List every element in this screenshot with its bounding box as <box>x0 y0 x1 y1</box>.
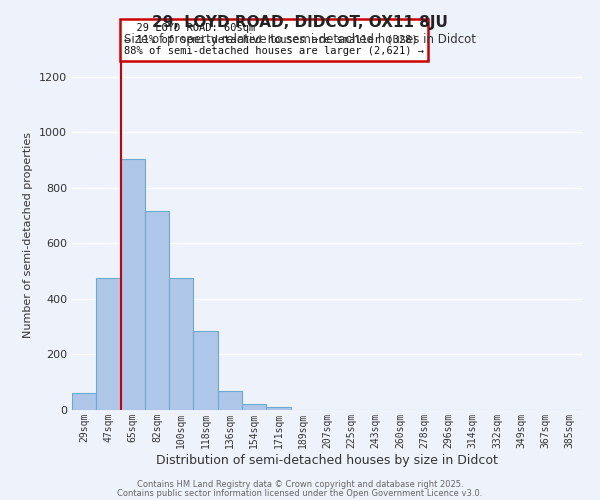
Y-axis label: Number of semi-detached properties: Number of semi-detached properties <box>23 132 34 338</box>
X-axis label: Distribution of semi-detached houses by size in Didcot: Distribution of semi-detached houses by … <box>156 454 498 466</box>
Bar <box>121 158 145 410</box>
Bar <box>72 394 96 410</box>
Text: 29, LOYD ROAD, DIDCOT, OX11 8JU: 29, LOYD ROAD, DIDCOT, OX11 8JU <box>152 15 448 30</box>
Text: 29 LOYD ROAD: 60sqm
← 11% of semi-detached houses are smaller (328)
88% of semi-: 29 LOYD ROAD: 60sqm ← 11% of semi-detach… <box>124 24 424 56</box>
Text: Size of property relative to semi-detached houses in Didcot: Size of property relative to semi-detach… <box>124 32 476 46</box>
Text: Contains public sector information licensed under the Open Government Licence v3: Contains public sector information licen… <box>118 488 482 498</box>
Bar <box>218 390 242 410</box>
Bar <box>169 278 193 410</box>
Bar <box>266 407 290 410</box>
Bar <box>193 331 218 410</box>
Bar <box>242 404 266 410</box>
Text: Contains HM Land Registry data © Crown copyright and database right 2025.: Contains HM Land Registry data © Crown c… <box>137 480 463 489</box>
Bar <box>96 278 121 410</box>
Bar <box>145 212 169 410</box>
